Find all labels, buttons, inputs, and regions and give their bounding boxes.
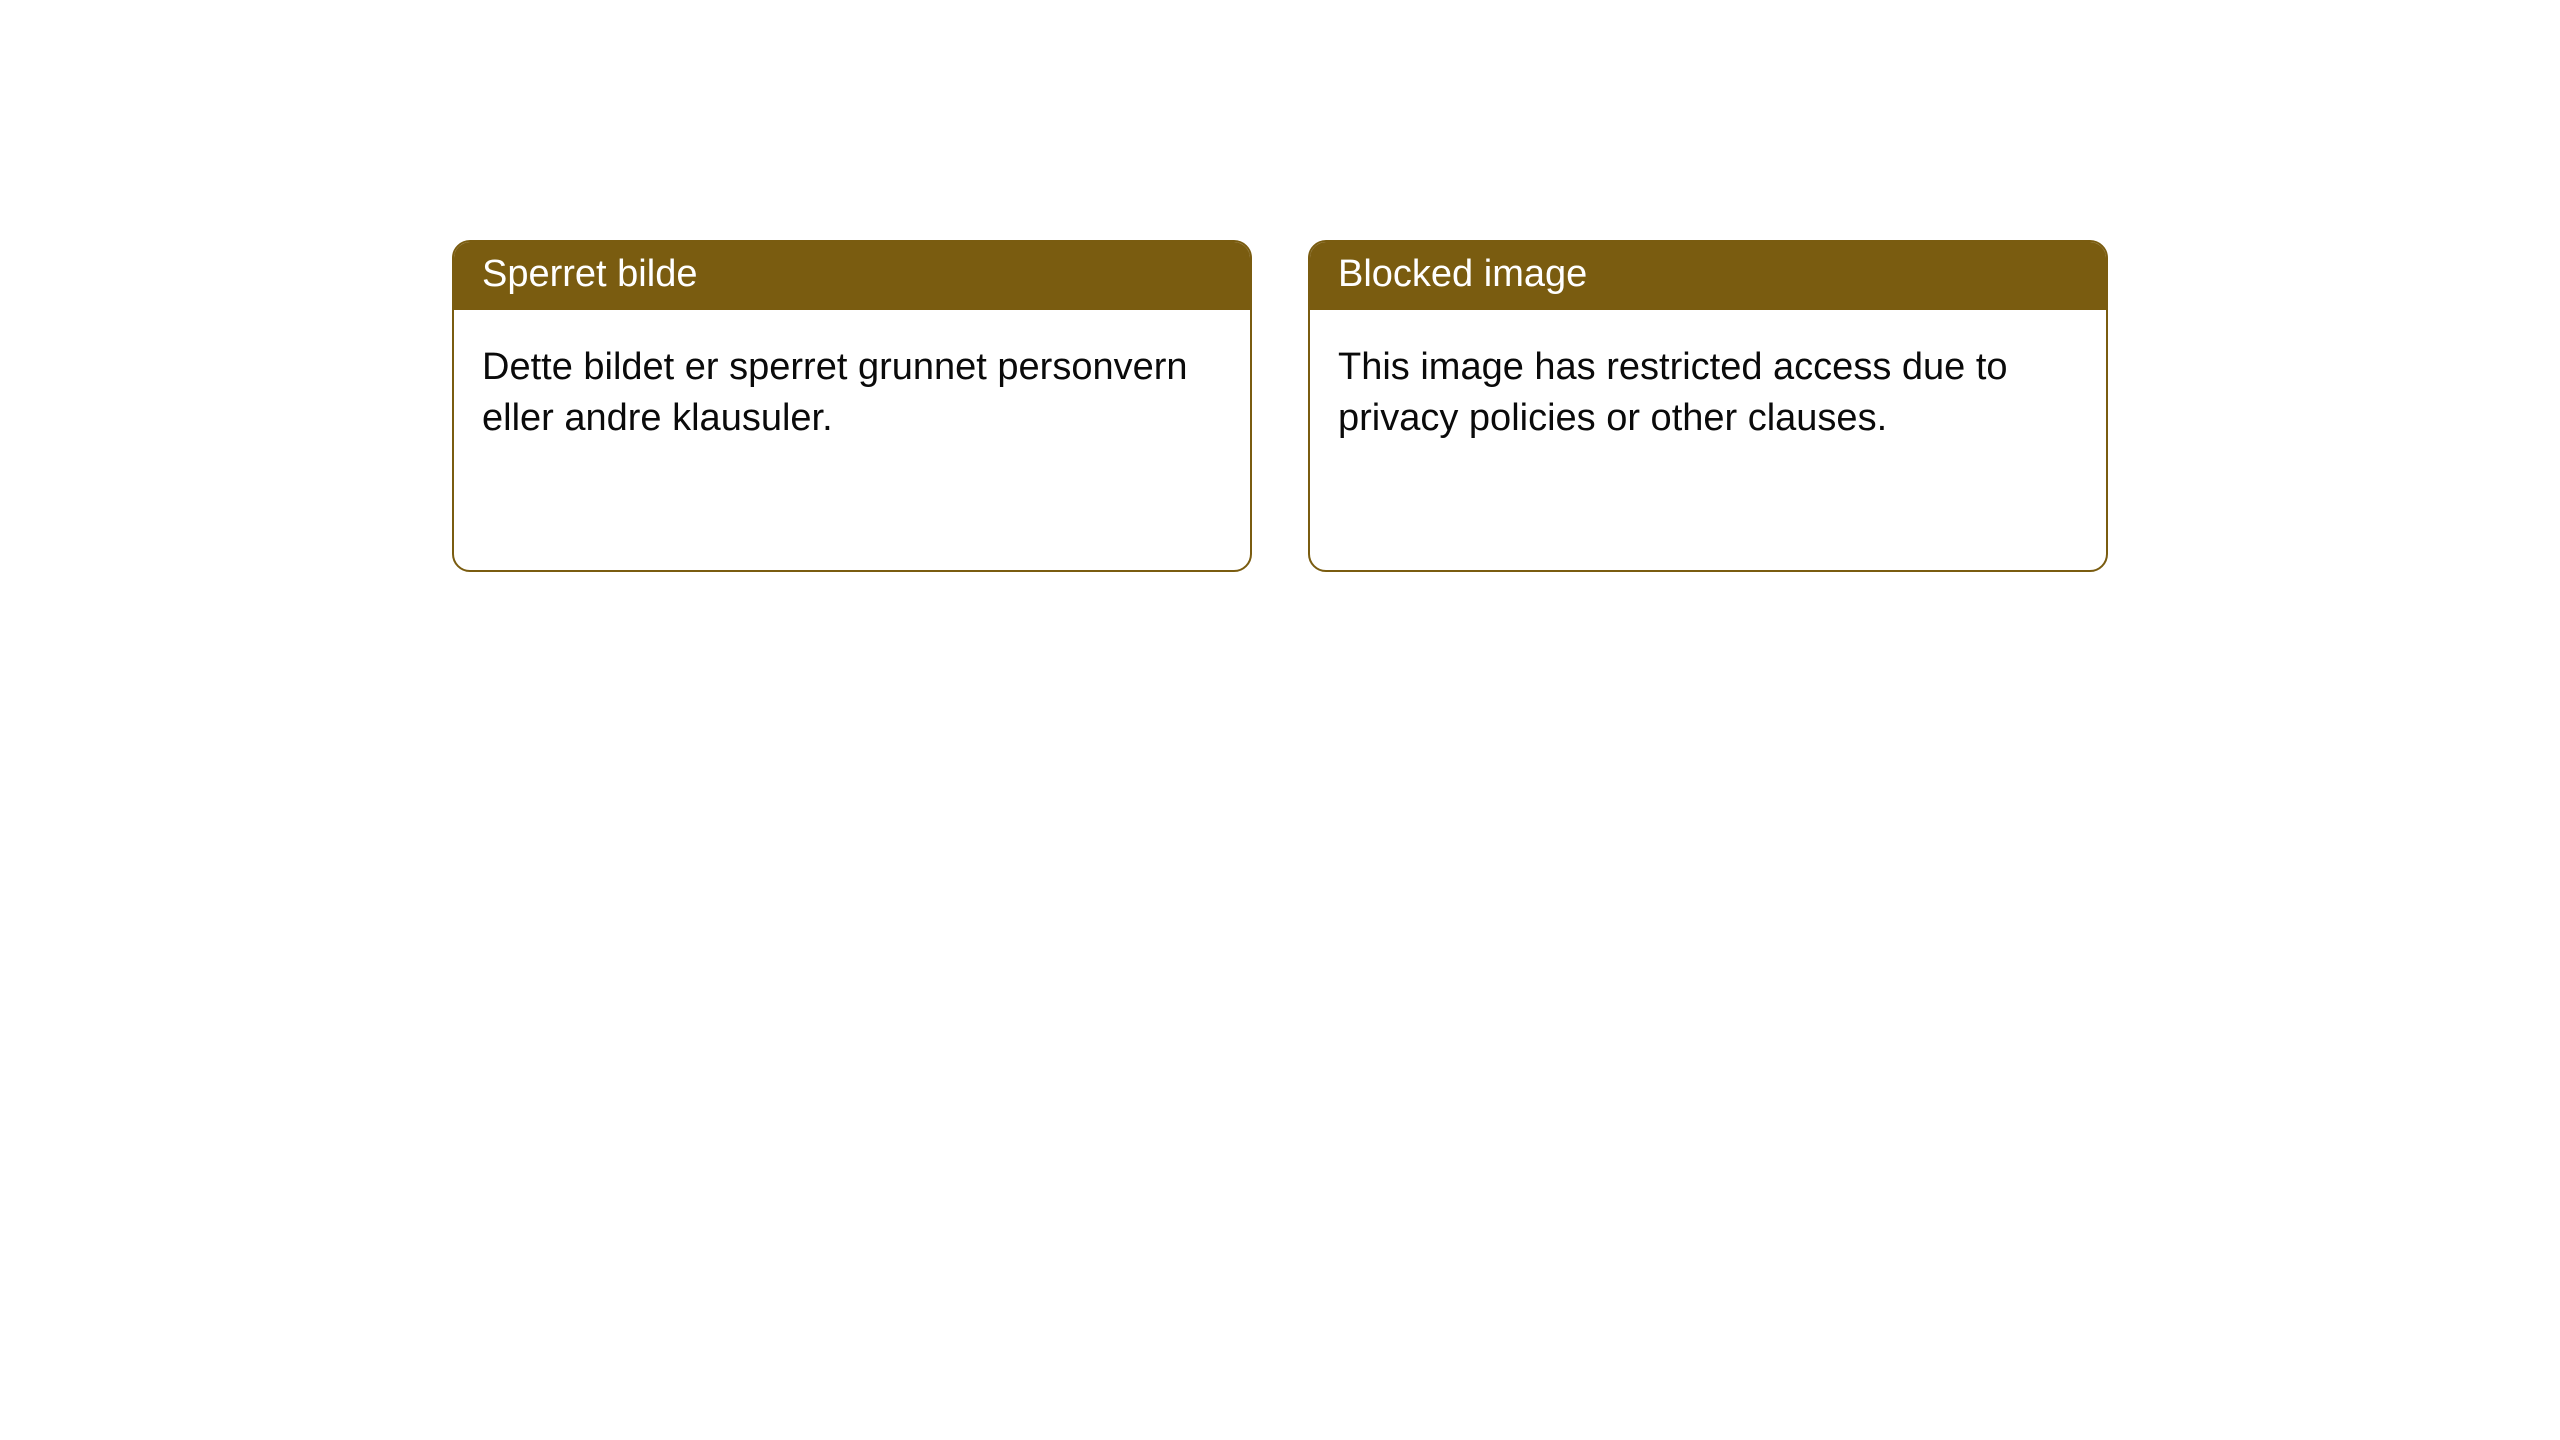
- blocked-image-card-norwegian: Sperret bilde Dette bildet er sperret gr…: [452, 240, 1252, 572]
- card-title: Sperret bilde: [482, 253, 697, 295]
- card-header: Blocked image: [1310, 242, 2106, 310]
- card-body: This image has restricted access due to …: [1310, 310, 2106, 477]
- card-body: Dette bildet er sperret grunnet personve…: [454, 310, 1250, 477]
- card-message: Dette bildet er sperret grunnet personve…: [482, 346, 1188, 439]
- blocked-image-card-english: Blocked image This image has restricted …: [1308, 240, 2108, 572]
- card-title: Blocked image: [1338, 253, 1587, 295]
- card-message: This image has restricted access due to …: [1338, 346, 2008, 439]
- notice-cards-container: Sperret bilde Dette bildet er sperret gr…: [452, 240, 2108, 572]
- card-header: Sperret bilde: [454, 242, 1250, 310]
